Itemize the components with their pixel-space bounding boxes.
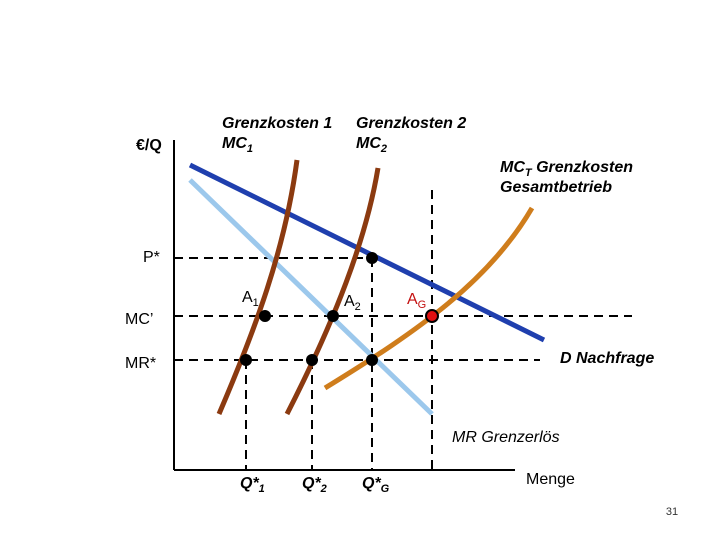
guide-lines	[174, 190, 632, 470]
p-star-label: P*	[143, 249, 160, 266]
a2-label-sub: 2	[355, 301, 361, 313]
x-axis-label: Menge	[526, 471, 575, 488]
ag-label: AG	[407, 291, 426, 311]
a2-label: A2	[344, 293, 361, 313]
point-a1	[259, 310, 271, 322]
intersection-points	[240, 252, 439, 366]
point-qg	[366, 354, 378, 366]
mct-label-base: MC	[500, 159, 525, 176]
q2-label-sub: 2	[320, 483, 327, 495]
mct-label-rest: Grenzkosten	[532, 159, 634, 176]
mct-label-line2: Gesamtbetrieb	[500, 179, 612, 196]
qg-label-sub: G	[381, 483, 390, 495]
q2-label-base: Q*	[302, 475, 321, 492]
mct-label-sub: T	[525, 167, 533, 179]
q2-label: Q*2	[302, 475, 327, 495]
mc1-label: MC1	[222, 135, 253, 155]
point-q2	[306, 354, 318, 366]
mr-star-label: MR*	[125, 355, 156, 372]
demand-curve	[188, 162, 546, 343]
mc2-label: MC2	[356, 135, 387, 155]
qg-label: Q*G	[362, 475, 390, 495]
a2-label-base: A	[344, 293, 355, 310]
mc2-label-sub: 2	[380, 143, 387, 155]
demand-label: D Nachfrage	[560, 350, 654, 367]
a1-label: A1	[242, 289, 259, 309]
point-q1	[240, 354, 252, 366]
mc2-title: Grenzkosten 2	[356, 115, 466, 132]
mct-label: MCT Grenzkosten	[500, 159, 633, 179]
mr-curve	[188, 178, 434, 416]
point-p-star	[366, 252, 378, 264]
mc-total-curve	[323, 206, 535, 391]
ag-label-sub: G	[418, 299, 427, 311]
mc1-label-base: MC	[222, 135, 247, 152]
mc2-label-base: MC	[356, 135, 381, 152]
a1-label-sub: 1	[253, 297, 259, 309]
mc1-curve	[216, 159, 300, 415]
y-axis-label: €/Q	[136, 137, 162, 154]
q1-label-sub: 1	[259, 483, 265, 495]
point-a2	[327, 310, 339, 322]
mc1-label-sub: 1	[247, 143, 253, 155]
mc2-curve	[284, 167, 381, 416]
q1-label: Q*1	[240, 475, 265, 495]
qg-label-base: Q*	[362, 475, 381, 492]
q1-label-base: Q*	[240, 475, 259, 492]
point-ag	[425, 309, 439, 323]
mc1-title: Grenzkosten 1	[222, 115, 332, 132]
mr-label: MR Grenzerlös	[452, 429, 560, 446]
ag-label-base: A	[407, 291, 418, 308]
a1-label-base: A	[242, 289, 253, 306]
mc-prime-label: MC’	[125, 311, 153, 328]
page-number: 31	[665, 506, 679, 518]
